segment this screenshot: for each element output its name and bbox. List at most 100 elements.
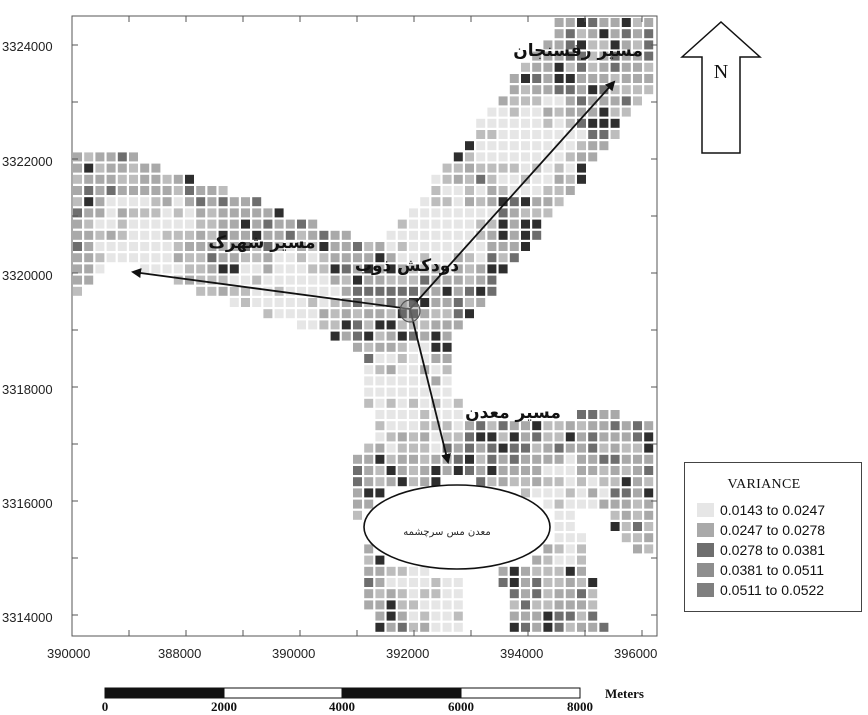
raster-cell	[577, 152, 586, 162]
raster-cell	[588, 421, 598, 431]
raster-cell	[84, 242, 94, 251]
raster-cell	[117, 186, 127, 195]
raster-cell	[644, 522, 654, 531]
raster-cell	[565, 443, 575, 453]
raster-cell	[599, 107, 609, 117]
raster-cell	[644, 85, 654, 95]
raster-cell	[409, 264, 418, 274]
raster-cell	[173, 174, 183, 184]
raster-cell	[341, 242, 351, 251]
raster-cell	[621, 432, 631, 442]
legend-item: 0.0247 to 0.0278	[697, 521, 825, 539]
raster-cell	[621, 443, 631, 453]
raster-cell	[554, 51, 564, 61]
raster-cell	[341, 309, 351, 319]
raster-cell	[218, 186, 228, 195]
raster-cell	[207, 242, 217, 251]
raster-cell	[375, 432, 385, 442]
raster-cell	[554, 499, 564, 509]
raster-cell	[431, 230, 441, 240]
raster-cell	[532, 421, 542, 431]
raster-cell	[386, 566, 396, 576]
raster-cell	[420, 242, 430, 251]
raster-cell	[633, 522, 642, 531]
raster-cell	[386, 432, 396, 442]
x-tick-label: 394000	[500, 646, 543, 661]
raster-cell	[397, 421, 407, 431]
raster-cell	[431, 622, 441, 632]
raster-cell	[644, 421, 654, 431]
raster-cell	[577, 85, 586, 95]
raster-cell	[644, 510, 654, 520]
raster-cell	[476, 152, 486, 162]
raster-cell	[409, 566, 418, 576]
raster-cell	[409, 387, 418, 397]
raster-cell	[297, 219, 306, 229]
raster-cell	[543, 141, 553, 151]
raster-cell	[588, 74, 598, 83]
raster-cell	[532, 152, 542, 162]
y-tick-label: 3322000	[2, 154, 53, 169]
raster-cell	[364, 331, 374, 341]
raster-cell	[532, 477, 542, 487]
raster-cell	[577, 566, 586, 576]
raster-cell	[386, 611, 396, 621]
raster-cell	[610, 454, 620, 464]
raster-cell	[621, 74, 631, 83]
raster-cell	[353, 320, 362, 330]
raster-cell	[577, 40, 586, 50]
raster-cell	[588, 107, 598, 117]
raster-cell	[543, 488, 553, 498]
raster-cell	[565, 555, 575, 565]
raster-cell	[106, 174, 116, 184]
raster-cell	[207, 208, 217, 218]
raster-cell	[409, 589, 418, 599]
raster-cell	[599, 85, 609, 95]
raster-cell	[397, 566, 407, 576]
raster-cell	[442, 600, 452, 610]
raster-cell	[409, 622, 418, 632]
raster-cell	[565, 589, 575, 599]
raster-cell	[409, 421, 418, 431]
raster-cell	[476, 118, 486, 128]
raster-cell	[386, 600, 396, 610]
raster-cell	[465, 466, 474, 475]
raster-cell	[610, 488, 620, 498]
raster-cell	[476, 208, 486, 218]
raster-cell	[610, 85, 620, 95]
raster-cell	[453, 611, 463, 621]
raster-cell	[117, 253, 127, 263]
stack-marker	[399, 299, 421, 323]
raster-cell	[375, 622, 385, 632]
raster-cell	[476, 432, 486, 442]
raster-cell	[577, 118, 586, 128]
raster-cell	[577, 421, 586, 431]
raster-cell	[487, 219, 497, 229]
raster-cell	[73, 208, 82, 218]
raster-cell	[509, 242, 519, 251]
raster-cell	[554, 510, 564, 520]
raster-cell	[252, 253, 262, 263]
raster-cell	[319, 253, 329, 263]
raster-cell	[117, 197, 127, 207]
legend-label: 0.0247 to 0.0278	[720, 522, 826, 538]
raster-cell	[196, 264, 206, 274]
raster-cell	[644, 18, 654, 27]
raster-cell	[129, 208, 138, 218]
raster-cell	[73, 163, 82, 173]
raster-cell	[610, 40, 620, 50]
raster-cell	[386, 275, 396, 285]
raster-cell	[375, 410, 385, 419]
raster-cell	[308, 219, 318, 229]
raster-cell	[173, 253, 183, 263]
raster-cell	[565, 107, 575, 117]
raster-cell	[521, 96, 530, 106]
raster-cell	[84, 264, 94, 274]
raster-cell	[162, 197, 172, 207]
raster-cell	[263, 242, 273, 251]
raster-cell	[453, 622, 463, 632]
raster-cell	[532, 96, 542, 106]
raster-cell	[588, 85, 598, 95]
raster-cell	[498, 443, 508, 453]
raster-cell	[129, 174, 138, 184]
